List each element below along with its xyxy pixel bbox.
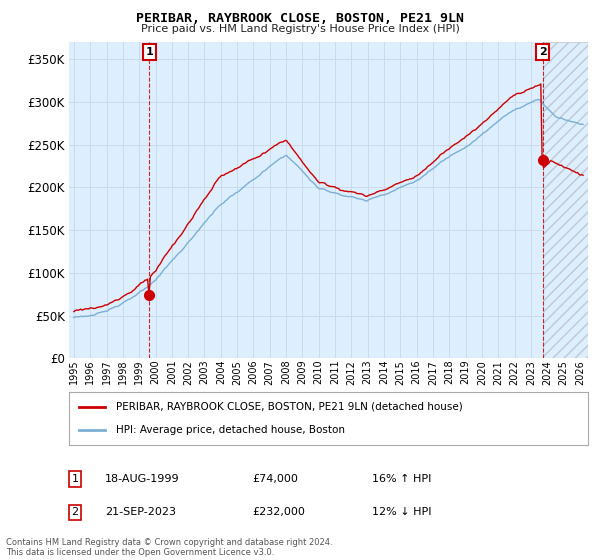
Text: 12% ↓ HPI: 12% ↓ HPI xyxy=(372,507,431,517)
Text: 21-SEP-2023: 21-SEP-2023 xyxy=(105,507,176,517)
Text: 16% ↑ HPI: 16% ↑ HPI xyxy=(372,474,431,484)
Text: 1: 1 xyxy=(146,46,154,57)
Text: Price paid vs. HM Land Registry's House Price Index (HPI): Price paid vs. HM Land Registry's House … xyxy=(140,24,460,34)
Text: Contains HM Land Registry data © Crown copyright and database right 2024.
This d: Contains HM Land Registry data © Crown c… xyxy=(6,538,332,557)
Text: 2: 2 xyxy=(539,46,547,57)
Text: £74,000: £74,000 xyxy=(252,474,298,484)
Text: £232,000: £232,000 xyxy=(252,507,305,517)
Bar xyxy=(542,42,588,358)
Text: 18-AUG-1999: 18-AUG-1999 xyxy=(105,474,179,484)
Text: 1: 1 xyxy=(71,474,79,484)
Text: 2: 2 xyxy=(71,507,79,517)
Bar xyxy=(542,42,588,358)
Text: PERIBAR, RAYBROOK CLOSE, BOSTON, PE21 9LN (detached house): PERIBAR, RAYBROOK CLOSE, BOSTON, PE21 9L… xyxy=(116,402,463,412)
Text: HPI: Average price, detached house, Boston: HPI: Average price, detached house, Bost… xyxy=(116,425,345,435)
Text: PERIBAR, RAYBROOK CLOSE, BOSTON, PE21 9LN: PERIBAR, RAYBROOK CLOSE, BOSTON, PE21 9L… xyxy=(136,12,464,25)
